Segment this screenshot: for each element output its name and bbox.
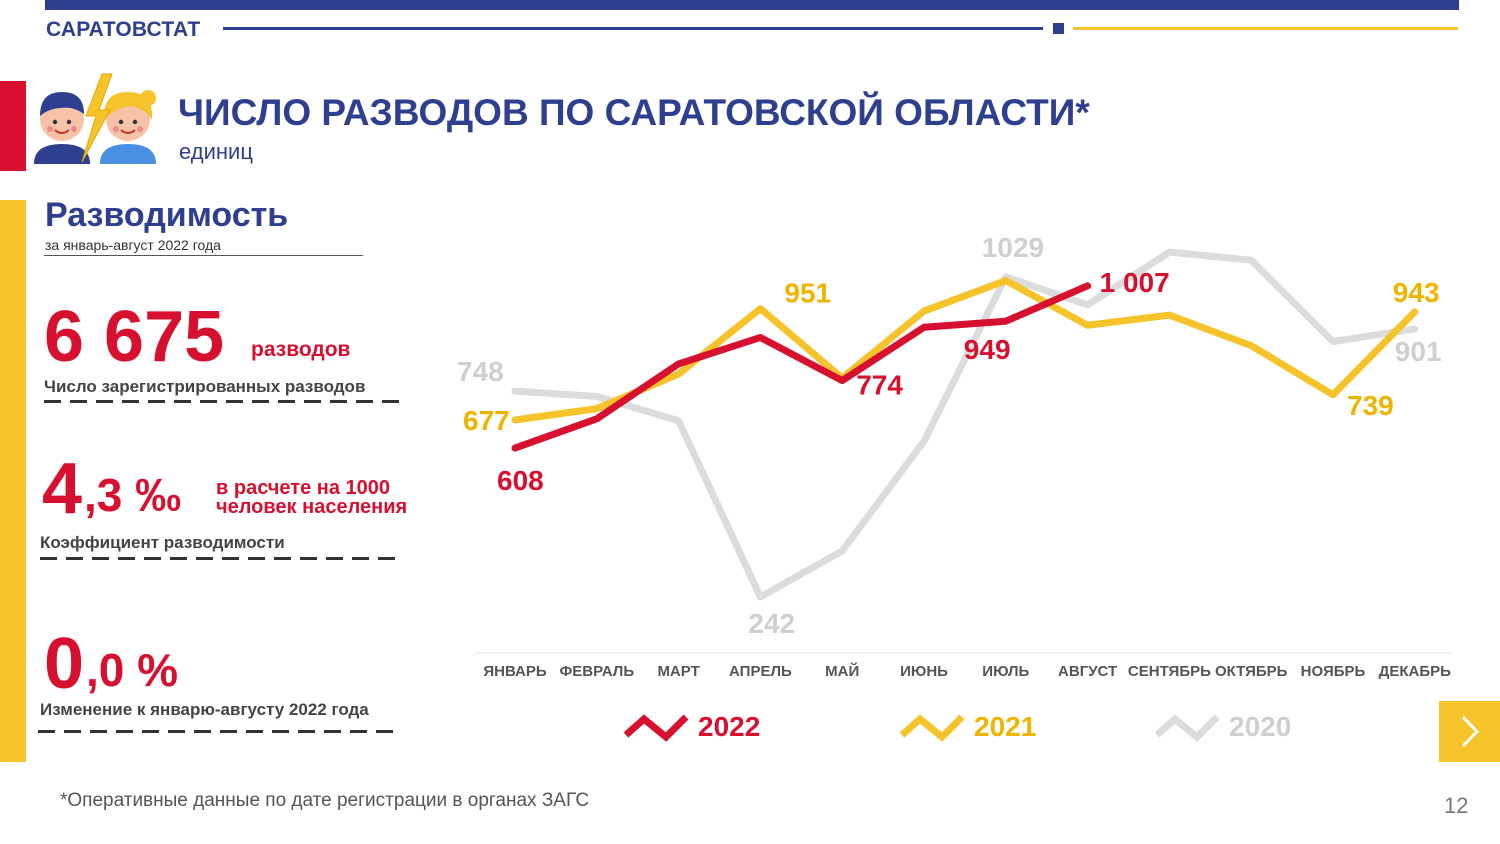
data-label-2020: 901 — [1395, 336, 1442, 367]
change-label: Изменение к январю-августу 2022 года — [40, 700, 369, 719]
page-title: ЧИСЛО РАЗВОДОВ ПО САРАТОВСКОЙ ОБЛАСТИ* — [178, 92, 1090, 133]
divorce-rate-unit-line1: в расчете на 1000 — [216, 477, 390, 499]
section-subtitle: за январь-август 2022 года — [45, 237, 221, 253]
month-tick-label: ЯНВАРЬ — [483, 663, 547, 680]
page-number: 12 — [1444, 793, 1469, 818]
month-tick-label: ИЮЛЬ — [982, 663, 1029, 680]
series-line-2022 — [511, 282, 1092, 452]
legend-swatch-2021 — [899, 714, 965, 742]
data-label-2022: 608 — [497, 465, 544, 496]
month-tick-label: МАЙ — [825, 662, 859, 680]
top-band — [45, 0, 1459, 10]
divorce-rate-value-frac: ,3 ‰ — [84, 469, 182, 521]
series-line-2020 — [511, 248, 1419, 601]
divorce-rate-value-int: 4 — [42, 449, 83, 529]
title-accent-bar — [0, 81, 26, 171]
data-label-2020: 748 — [457, 356, 504, 387]
header-square — [1053, 23, 1064, 34]
month-tick-label: НОЯБРЬ — [1301, 663, 1366, 680]
divorces-line-chart: 748 242 1029 901 677 951 739 943 608 774 949 1 007 Я… — [457, 232, 1452, 742]
month-tick-label: ОКТЯБРЬ — [1215, 663, 1288, 680]
data-label-2020: 242 — [748, 608, 795, 639]
legend-label-2022: 2022 — [698, 711, 760, 742]
data-label-2022: 774 — [856, 370, 903, 401]
month-tick-label: АВГУСТ — [1058, 663, 1117, 680]
divorces-count-label: Число зарегистрированных разводов — [44, 377, 366, 396]
dash-divider — [44, 400, 400, 403]
brand-logo-text: САРАТОВСТАТ — [46, 18, 201, 41]
data-label-2021: 951 — [784, 278, 831, 309]
legend-label-2020: 2020 — [1229, 711, 1291, 742]
series-line-2021 — [511, 277, 1419, 424]
header-rule-yellow — [1073, 27, 1458, 30]
legend-swatch-2020 — [1154, 714, 1220, 742]
month-tick-label: МАРТ — [657, 663, 699, 680]
dash-divider — [40, 557, 396, 560]
data-label-2021: 943 — [1393, 277, 1440, 308]
data-label-2020: 1029 — [982, 232, 1044, 263]
legend-label-2021: 2021 — [974, 711, 1036, 742]
header-rule-navy — [223, 27, 1043, 30]
left-accent-bar — [0, 200, 26, 762]
change-value-frac: ,0 % — [86, 644, 179, 696]
page-subtitle: единиц — [179, 139, 253, 164]
month-tick-label: ИЮНЬ — [900, 663, 948, 680]
divorces-count-unit: разводов — [251, 338, 351, 361]
couple-lightning-icon — [34, 73, 156, 164]
month-tick-label: ДЕКАБРЬ — [1379, 663, 1451, 680]
section-title: Разводимость — [45, 196, 289, 234]
divorce-rate-label: Коэффициент разводимости — [40, 533, 285, 552]
data-label-2021: 677 — [463, 405, 510, 436]
month-tick-label: ФЕВРАЛЬ — [559, 663, 634, 680]
month-tick-label: АПРЕЛЬ — [729, 663, 792, 680]
divorces-count-value: 6 675 — [44, 297, 225, 377]
section-underline — [44, 255, 363, 256]
data-label-2022: 1 007 — [1100, 267, 1170, 298]
dash-divider — [38, 730, 394, 733]
month-tick-label: СЕНТЯБРЬ — [1128, 663, 1211, 680]
next-slide-button[interactable] — [1439, 701, 1500, 762]
divorce-rate-unit-line2: человек населения — [216, 496, 408, 518]
data-label-2022: 949 — [964, 334, 1011, 365]
legend-swatch-2022 — [623, 714, 689, 742]
data-label-2021: 739 — [1347, 390, 1394, 421]
change-value-int: 0 — [44, 624, 85, 704]
chevron-right-icon — [1461, 715, 1480, 748]
divorce-rate-unit: в расчете на 1000 человек населения — [216, 477, 408, 518]
footnote: *Оперативные данные по дате регистрации … — [60, 790, 590, 811]
